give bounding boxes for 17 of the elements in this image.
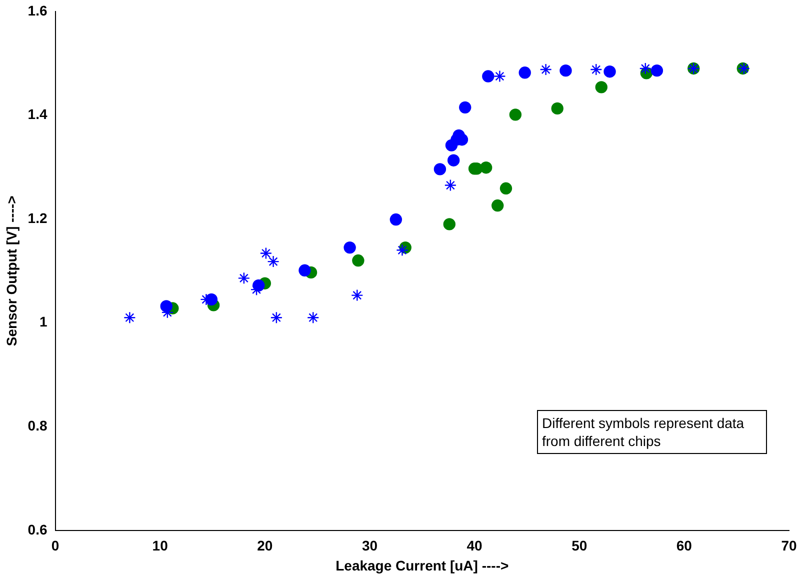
y-axis-title: Sensor Output [V] ----> — [3, 196, 20, 346]
y-tick-label: 0.8 — [28, 417, 48, 434]
annotation: Different symbols represent data from different chips — [542, 414, 746, 450]
x-tick-label: 30 — [362, 538, 378, 554]
y-tick-label: 1.4 — [28, 106, 48, 122]
x-tick-label: 20 — [257, 538, 273, 554]
x-tick-label: 10 — [152, 538, 168, 554]
y-tick-label: 1.2 — [28, 210, 48, 226]
y-tick-label: 1 — [39, 314, 48, 330]
x-tick-label: 70 — [781, 538, 797, 554]
x-tick-label: 0 — [51, 538, 60, 554]
x-tick-label: 40 — [466, 538, 483, 554]
x-axis-title: Leakage Current [uA] ----> — [336, 557, 509, 574]
x-tick-label: 60 — [676, 538, 692, 554]
y-tick-label: 1.6 — [28, 2, 48, 18]
y-tick-label: 0.6 — [28, 521, 48, 538]
x-tick-label: 50 — [572, 538, 588, 554]
